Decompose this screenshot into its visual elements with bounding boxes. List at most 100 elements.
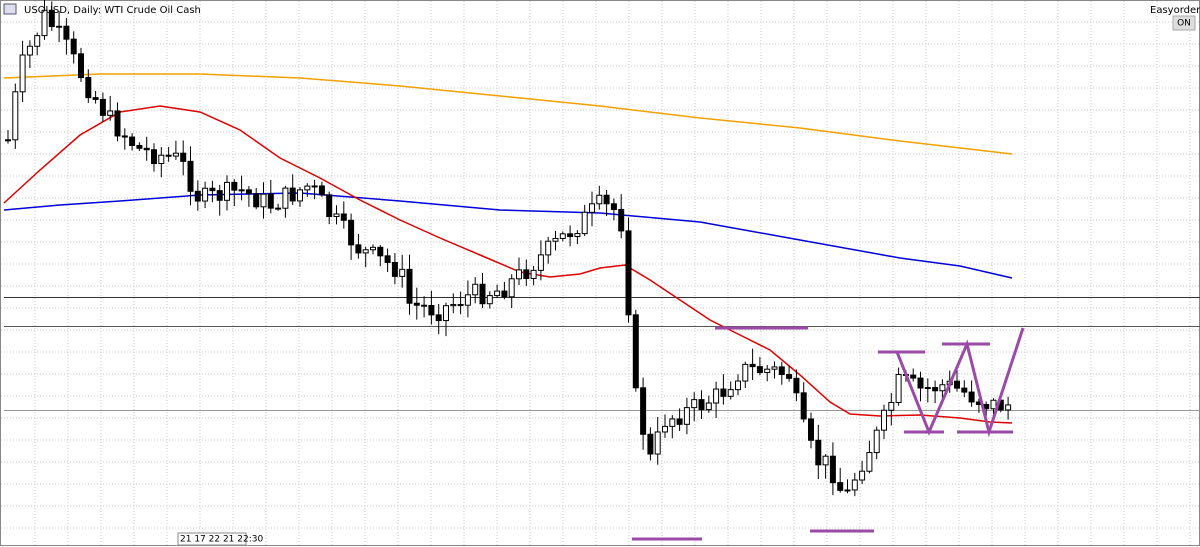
candle-body <box>289 187 296 202</box>
candle-body <box>464 294 471 306</box>
candle-body <box>669 418 676 427</box>
candle-body <box>231 181 238 191</box>
candle-body <box>508 278 515 298</box>
candle-body <box>391 261 398 277</box>
candle-body <box>537 254 544 271</box>
candle-body <box>691 399 698 409</box>
candle-body <box>866 452 873 472</box>
candle-body <box>954 380 960 389</box>
candle-body <box>194 190 201 202</box>
toolbar-label: Easyorder <box>1150 5 1200 16</box>
candle-body <box>70 38 77 55</box>
candle-body <box>859 470 866 481</box>
candle-body <box>413 302 420 306</box>
candle-body <box>129 136 136 146</box>
candle-body <box>362 249 369 254</box>
candle-body <box>654 431 661 455</box>
candle-body <box>399 268 406 277</box>
candle-body <box>968 391 975 403</box>
candle-body <box>19 54 26 93</box>
candle-body <box>939 384 946 392</box>
candle-body <box>881 409 887 431</box>
candle-body <box>107 110 114 116</box>
candle-body <box>808 418 814 441</box>
candle-body <box>837 482 844 491</box>
candle-body <box>253 193 260 208</box>
candle-body <box>297 189 303 202</box>
candle-body <box>844 489 851 492</box>
candle-body <box>136 144 143 149</box>
candle-body <box>567 233 574 237</box>
candle-body <box>559 233 566 239</box>
candle-body <box>267 193 274 209</box>
candle-body <box>326 194 333 218</box>
candle-body <box>662 425 668 433</box>
candle-body <box>216 190 223 201</box>
candle-body <box>377 246 384 257</box>
time-label-box <box>177 532 247 546</box>
candle-body <box>143 147 150 151</box>
on-button-label[interactable]: ON <box>1177 19 1191 29</box>
candle-body <box>764 368 771 374</box>
candle-body <box>180 152 187 162</box>
candle-body <box>574 233 581 237</box>
candle-body <box>625 230 632 316</box>
chart-title: USOUSD, Daily: WTI Crude Oil Cash <box>24 5 201 16</box>
candle-body <box>632 314 639 389</box>
candle-body <box>851 479 858 491</box>
candle-body <box>523 269 530 279</box>
on-button[interactable] <box>1172 15 1196 31</box>
candle-body <box>85 77 92 99</box>
candle-body <box>435 314 442 322</box>
candle-body <box>63 25 70 40</box>
candle-body <box>48 9 55 28</box>
candle-body <box>742 363 749 382</box>
candle-body <box>275 207 282 210</box>
candle-body <box>800 392 807 420</box>
moving-average-200 <box>3 73 1013 155</box>
moving-average-20 <box>3 105 1013 424</box>
candle-body <box>41 9 48 37</box>
candle-body <box>494 290 501 297</box>
candle-body <box>355 244 362 254</box>
candle-body <box>990 399 997 410</box>
candle-body <box>530 269 537 279</box>
drawn-pattern <box>632 326 1025 541</box>
candle-body <box>610 203 617 210</box>
candle-body <box>640 387 647 435</box>
candle-body <box>822 455 829 466</box>
candle-body <box>172 152 179 157</box>
candle-body <box>771 366 778 370</box>
time-label: 21 17 22 21 22:30 <box>180 535 263 545</box>
candle-body <box>443 305 449 322</box>
candle-body <box>209 187 216 192</box>
candle-body <box>158 154 165 165</box>
candle-body <box>304 185 311 191</box>
candle-body <box>318 185 325 196</box>
candle-body <box>552 237 559 242</box>
candle-body <box>1005 404 1012 411</box>
candle-body <box>114 110 121 137</box>
candle-body <box>603 194 610 205</box>
candle-body <box>589 203 595 213</box>
candle-body <box>545 240 552 256</box>
candle-body <box>778 366 785 375</box>
candle-body <box>786 373 793 379</box>
candle-body <box>683 407 690 425</box>
candle-body <box>581 211 588 235</box>
candle-body <box>26 45 33 56</box>
candle-body <box>596 194 603 205</box>
candle-body <box>815 439 822 466</box>
candle-body <box>224 181 230 201</box>
candle-body <box>450 304 457 307</box>
candle-body <box>888 401 895 411</box>
candle-body <box>12 91 19 141</box>
candle-body <box>501 290 508 298</box>
candle-body <box>333 213 340 218</box>
candle-body <box>311 185 318 188</box>
candle-body <box>245 189 252 195</box>
